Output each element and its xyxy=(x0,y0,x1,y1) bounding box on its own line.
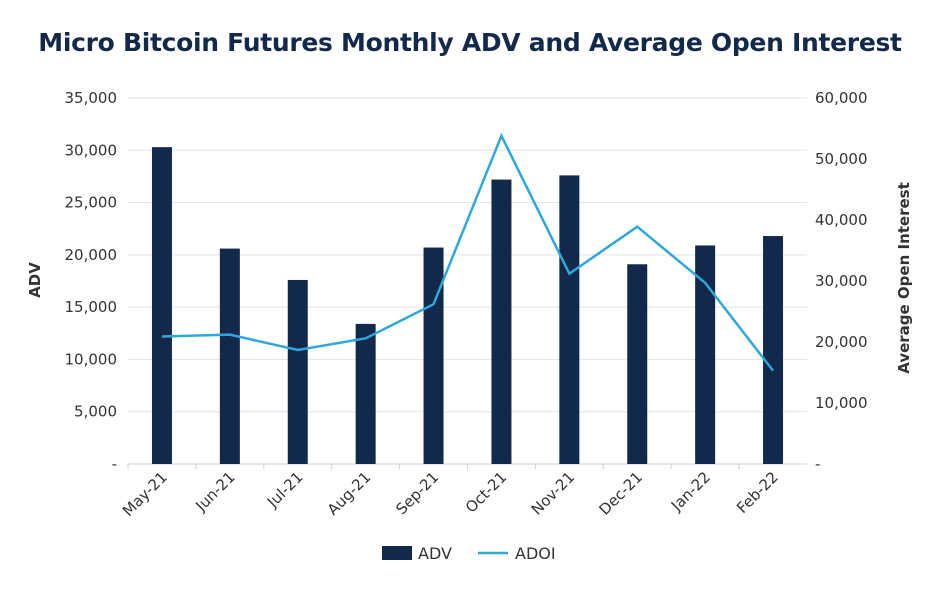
x-tick-label: May-21 xyxy=(119,468,171,520)
left-tick-label: 10,000 xyxy=(65,350,118,368)
right-axis-title: Average Open Interest xyxy=(895,182,913,374)
left-tick-label: 35,000 xyxy=(65,89,118,107)
x-tick-label: Feb-22 xyxy=(733,468,782,517)
legend-swatch-adv xyxy=(382,546,412,560)
right-tick-label: 10,000 xyxy=(815,394,868,412)
bar-Aug-21 xyxy=(355,323,376,464)
bar-Nov-21 xyxy=(559,175,580,464)
left-tick-label: 5,000 xyxy=(74,403,117,421)
bar-Jun-21 xyxy=(219,248,240,464)
legend-label-adoi: ADOI xyxy=(515,544,556,563)
bar-Feb-22 xyxy=(763,236,784,464)
x-tick-label: Nov-21 xyxy=(528,468,578,518)
bar-Jan-22 xyxy=(695,245,716,464)
bar-Dec-21 xyxy=(627,264,648,464)
left-tick-label: 30,000 xyxy=(65,141,118,159)
x-tick-label: Dec-21 xyxy=(595,468,646,519)
bar-Jul-21 xyxy=(287,279,308,464)
x-tick-label: Sep-21 xyxy=(392,468,442,518)
left-tick-label: 25,000 xyxy=(65,194,118,212)
right-tick-label: 40,000 xyxy=(815,211,868,229)
right-tick-label: 50,000 xyxy=(815,150,868,168)
left-tick-label: - xyxy=(112,455,117,473)
right-tick-label: - xyxy=(815,455,820,473)
left-tick-label: 20,000 xyxy=(65,246,118,264)
left-axis-title: ADV xyxy=(26,262,44,298)
x-tick-label: Jul-21 xyxy=(263,468,307,512)
bar-Oct-21 xyxy=(491,179,512,464)
right-tick-label: 30,000 xyxy=(815,272,868,290)
bar-Sep-21 xyxy=(423,247,444,464)
bar-May-21 xyxy=(151,147,172,465)
right-tick-label: 20,000 xyxy=(815,333,868,351)
x-tick-label: Jun-21 xyxy=(191,468,238,515)
x-tick-label: Jan-22 xyxy=(667,468,714,515)
line-ADOI xyxy=(161,132,775,372)
right-tick-label: 60,000 xyxy=(815,89,868,107)
x-tick-label: Oct-21 xyxy=(462,468,510,516)
chart-title: Micro Bitcoin Futures Monthly ADV and Av… xyxy=(38,28,902,57)
legend-label-adv: ADV xyxy=(418,544,452,563)
left-tick-label: 15,000 xyxy=(65,298,118,316)
x-tick-label: Aug-21 xyxy=(324,468,375,519)
